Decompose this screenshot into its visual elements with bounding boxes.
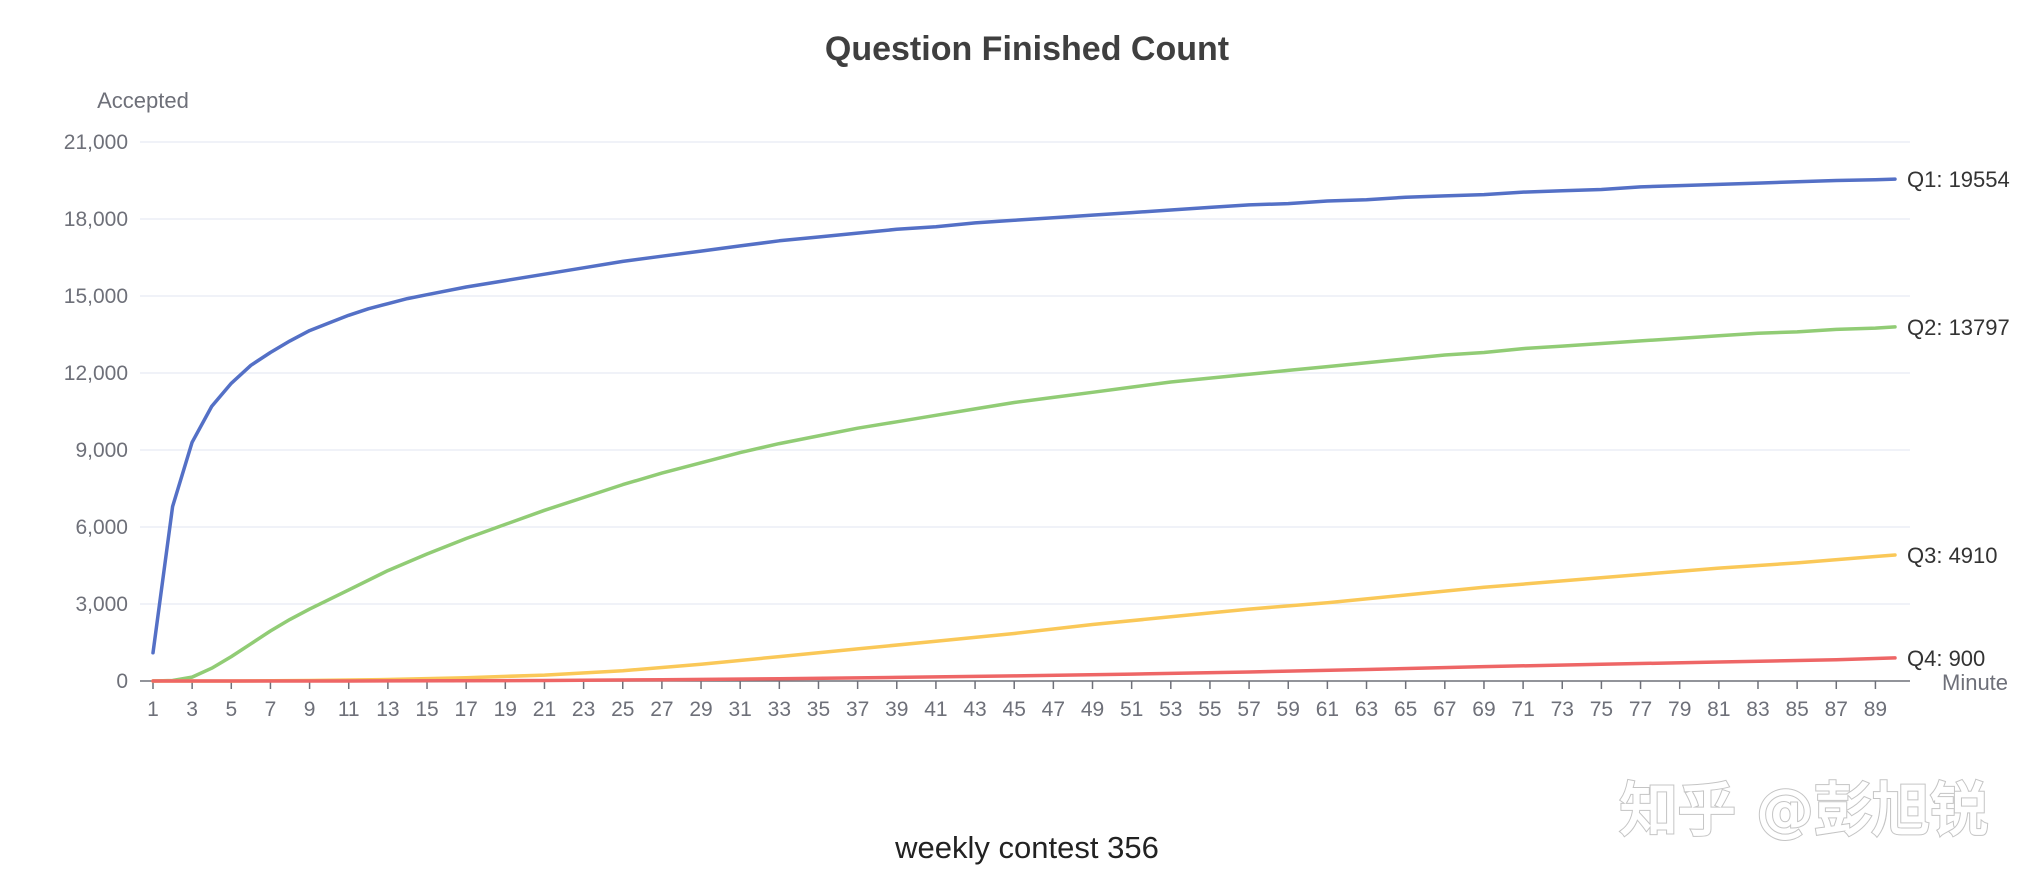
x-tick-label: 11 bbox=[338, 698, 360, 721]
x-tick-label: 81 bbox=[1707, 698, 1730, 721]
x-tick-label: 73 bbox=[1551, 698, 1574, 721]
x-tick-label: 41 bbox=[924, 698, 947, 721]
x-tick-label: 17 bbox=[454, 698, 477, 721]
end-label-q3: Q3: 4910 bbox=[1907, 543, 1998, 568]
watermark: 知乎 @彭旭锐 bbox=[1620, 776, 1988, 844]
y-tick-label: 3,000 bbox=[75, 593, 128, 616]
x-tick-label: 55 bbox=[1198, 698, 1221, 721]
x-tick-label: 57 bbox=[1237, 698, 1260, 721]
x-tick-label: 59 bbox=[1277, 698, 1300, 721]
x-tick-label: 83 bbox=[1746, 698, 1769, 721]
x-axis: 1 3 5 7 9 11 13 15 17 19 21 23 25 27 29 31 33 35 37 39 41 43 4… bbox=[140, 680, 1910, 721]
x-tick-label: 39 bbox=[885, 698, 908, 721]
x-tick-label: 45 bbox=[1003, 698, 1026, 721]
grid-lines bbox=[140, 141, 1910, 605]
x-tick-label: 3 bbox=[186, 698, 198, 721]
x-tick-label: 79 bbox=[1668, 698, 1691, 721]
x-tick-label: 87 bbox=[1825, 698, 1848, 721]
x-tick-label: 21 bbox=[533, 698, 556, 721]
x-tick-label: 15 bbox=[415, 698, 438, 721]
x-tick-label: 7 bbox=[265, 698, 277, 721]
chart-caption: weekly contest 356 bbox=[894, 830, 1159, 865]
x-axis-name: Minute bbox=[1942, 670, 2008, 695]
x-tick-label: 37 bbox=[846, 698, 869, 721]
x-tick-label: 61 bbox=[1316, 698, 1339, 721]
x-tick-label: 35 bbox=[807, 698, 830, 721]
x-tick-label: 9 bbox=[304, 698, 316, 721]
y-tick-label: 0 bbox=[116, 670, 128, 693]
x-tick-label: 43 bbox=[963, 698, 986, 721]
x-tick-label: 1 bbox=[147, 698, 159, 721]
x-tick-label: 19 bbox=[494, 698, 517, 721]
x-tick-label: 63 bbox=[1355, 698, 1378, 721]
x-tick-label: 25 bbox=[611, 698, 634, 721]
x-tick-label: 65 bbox=[1394, 698, 1417, 721]
x-tick-label: 53 bbox=[1159, 698, 1182, 721]
x-tick-label: 33 bbox=[768, 698, 791, 721]
x-tick-label: 69 bbox=[1472, 698, 1495, 721]
series-line-q4 bbox=[151, 656, 1897, 683]
end-label-q2: Q2: 13797 bbox=[1907, 315, 2010, 340]
y-tick-label: 12,000 bbox=[64, 362, 128, 385]
x-tick-label: 31 bbox=[729, 698, 752, 721]
x-tick-label: 77 bbox=[1629, 698, 1652, 721]
y-tick-label: 9,000 bbox=[75, 439, 128, 462]
x-tick-label: 49 bbox=[1081, 698, 1104, 721]
x-tick-label: 71 bbox=[1511, 698, 1534, 721]
end-label-q1: Q1: 19554 bbox=[1907, 167, 2010, 192]
series-line-q1 bbox=[151, 177, 1897, 655]
x-tick-label: 85 bbox=[1785, 698, 1808, 721]
x-tick-label: 67 bbox=[1433, 698, 1456, 721]
series-line-q2 bbox=[151, 325, 1897, 683]
x-tick-label: 23 bbox=[572, 698, 595, 721]
x-tick-label: 27 bbox=[650, 698, 673, 721]
series-lines: Q1: 19554 Q2: 13797 Q3: 4910 Q4: 900 bbox=[151, 167, 2010, 683]
x-tick-label: 51 bbox=[1120, 698, 1143, 721]
y-axis-ticks: 0 3,000 6,000 9,000 12,000 15,000 18,000 21,000 bbox=[64, 131, 128, 693]
x-tick-label: 89 bbox=[1864, 698, 1887, 721]
y-tick-label: 21,000 bbox=[64, 131, 128, 154]
y-tick-label: 15,000 bbox=[64, 285, 128, 308]
series-line-q3 bbox=[151, 553, 1897, 683]
y-tick-label: 18,000 bbox=[64, 208, 128, 231]
x-tick-label: 75 bbox=[1590, 698, 1613, 721]
x-tick-label: 29 bbox=[689, 698, 712, 721]
end-label-q4: Q4: 900 bbox=[1907, 646, 1985, 671]
x-tick-label: 13 bbox=[376, 698, 399, 721]
chart-title: Question Finished Count bbox=[825, 30, 1229, 68]
x-tick-label: 47 bbox=[1042, 698, 1065, 721]
x-tick-label: 5 bbox=[225, 698, 237, 721]
y-axis-name: Accepted bbox=[97, 88, 189, 113]
y-tick-label: 6,000 bbox=[75, 516, 128, 539]
